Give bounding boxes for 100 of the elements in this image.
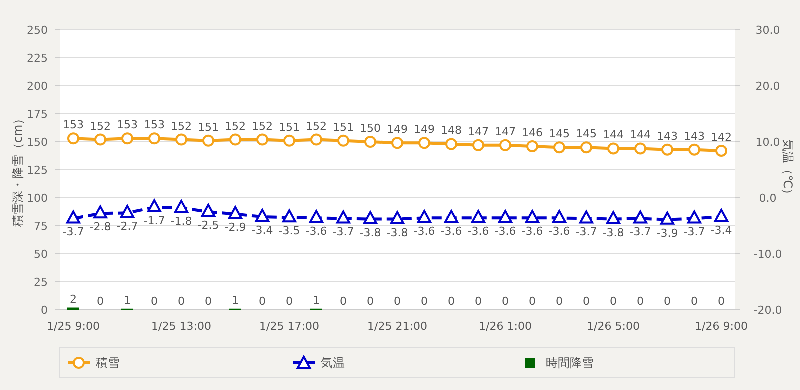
point [552,210,566,224]
data-label: 149 [387,123,408,136]
point [608,142,620,155]
data-label: 0 [610,295,617,308]
point [94,206,108,219]
data-label: 153 [117,118,138,132]
data-label: 152 [171,120,192,133]
y-tick-label: 175 [27,108,48,121]
data-label: -3.4 [710,224,732,238]
point [256,209,270,222]
data-label: 143 [684,130,705,143]
data-label: 1 [124,294,131,307]
point [364,136,376,148]
point [418,137,430,150]
data-label: 147 [495,125,516,138]
point [662,144,674,156]
data-label: -3.6 [306,225,328,238]
data-label: -3.6 [468,225,490,238]
data-label: 143 [657,130,678,143]
data-label: 1 [232,294,239,307]
y-tick-label: 200 [27,80,48,93]
data-label: 0 [151,295,158,308]
data-label: 148 [441,124,462,138]
data-label: 145 [576,128,597,141]
point [230,134,242,146]
data-label: 0 [583,295,590,308]
point [364,211,378,224]
point [122,132,134,145]
y-tick-label: 50 [34,248,48,261]
data-label: 0 [691,295,698,308]
data-label: -3.7 [630,226,652,239]
y-tick-label: 225 [27,52,48,65]
data-label: -3.6 [522,225,544,238]
data-label: 0 [421,295,428,308]
x-tick-label: 1/25 9:00 [47,320,100,333]
data-label: 0 [394,295,401,308]
point [256,134,268,146]
data-label: -3.8 [386,226,408,240]
point [554,142,566,154]
data-label: 146 [522,126,543,140]
data-label: -1.8 [170,215,192,228]
data-label: 0 [502,295,509,308]
point [336,210,350,224]
point [310,134,322,146]
point [338,134,350,147]
data-label: -3.4 [252,224,274,238]
legend-label: 積雪 [96,356,120,370]
point [716,144,728,157]
point [526,210,540,224]
legend-label: 気温 [321,356,345,370]
point [418,210,432,224]
y2-tick-label: -20.0 [754,304,782,317]
data-label: 0 [178,295,185,308]
point [66,210,80,224]
data-label: -3.6 [548,225,570,238]
point [310,210,324,224]
y-tick-label: 100 [27,192,48,205]
data-label: 147 [468,125,489,138]
point [688,144,700,156]
data-label: 151 [279,120,300,134]
x-tick-label: 1/25 21:00 [368,320,428,333]
point [634,142,646,155]
data-label: -3.8 [602,226,624,240]
data-label: -3.9 [656,226,678,240]
data-label: 151 [333,120,354,134]
y-axis-title: 積雪深・降雪（cm） [11,112,25,228]
data-label: 0 [529,295,536,308]
point [660,212,674,225]
data-label: -2.7 [116,220,138,234]
data-label: -3.7 [684,226,706,239]
data-label: -3.8 [360,226,382,240]
data-label: 145 [549,128,570,141]
point [202,134,214,147]
point [390,211,404,224]
data-label: 150 [360,122,381,135]
point [202,204,216,217]
point [500,139,512,152]
point [444,210,458,224]
y-tick-label: 150 [27,136,48,149]
data-label: 0 [556,295,563,308]
data-label: 152 [225,120,246,133]
data-label: 144 [603,128,624,142]
point [284,134,296,147]
point [498,210,512,224]
data-label: 153 [144,118,165,132]
x-tick-label: 1/25 13:00 [152,320,212,333]
data-label: 152 [252,120,273,133]
data-label: -3.6 [494,225,516,238]
data-label: 0 [340,295,347,308]
x-tick-label: 1/26 5:00 [587,320,640,333]
point [228,206,242,220]
data-label: -1.7 [144,214,166,228]
point [606,211,620,224]
data-label: -3.6 [414,225,436,238]
point [176,134,188,146]
x-tick-label: 1/26 9:00 [695,320,748,333]
data-label: -3.7 [332,226,354,239]
y-tick-label: 0 [41,304,48,317]
data-label: 151 [198,120,219,134]
data-label: -2.8 [90,220,112,234]
